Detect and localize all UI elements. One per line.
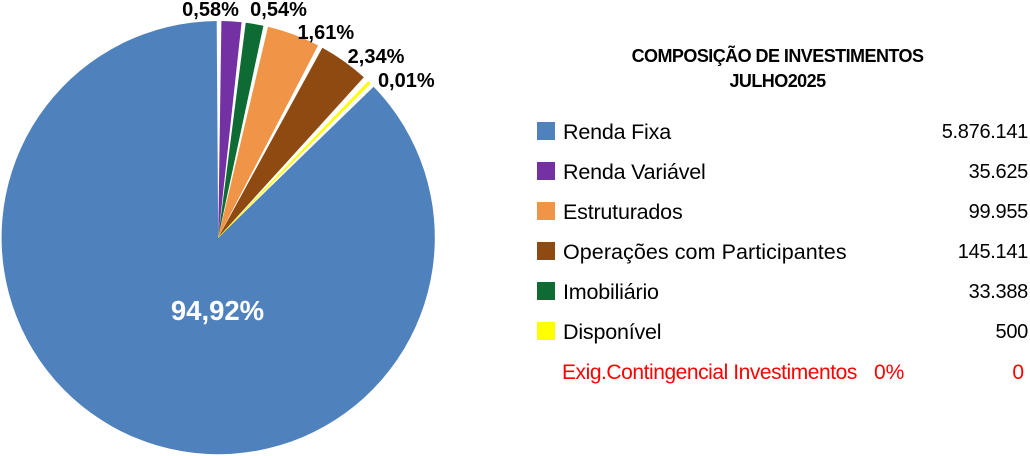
svg-text:0,58%: 0,58% xyxy=(182,0,239,21)
svg-text:0,54%: 0,54% xyxy=(250,0,307,21)
svg-text:2,34%: 2,34% xyxy=(348,46,405,68)
svg-text:94,92%: 94,92% xyxy=(171,295,264,326)
svg-text:1,61%: 1,61% xyxy=(297,22,354,44)
svg-text:0,01%: 0,01% xyxy=(378,70,435,92)
